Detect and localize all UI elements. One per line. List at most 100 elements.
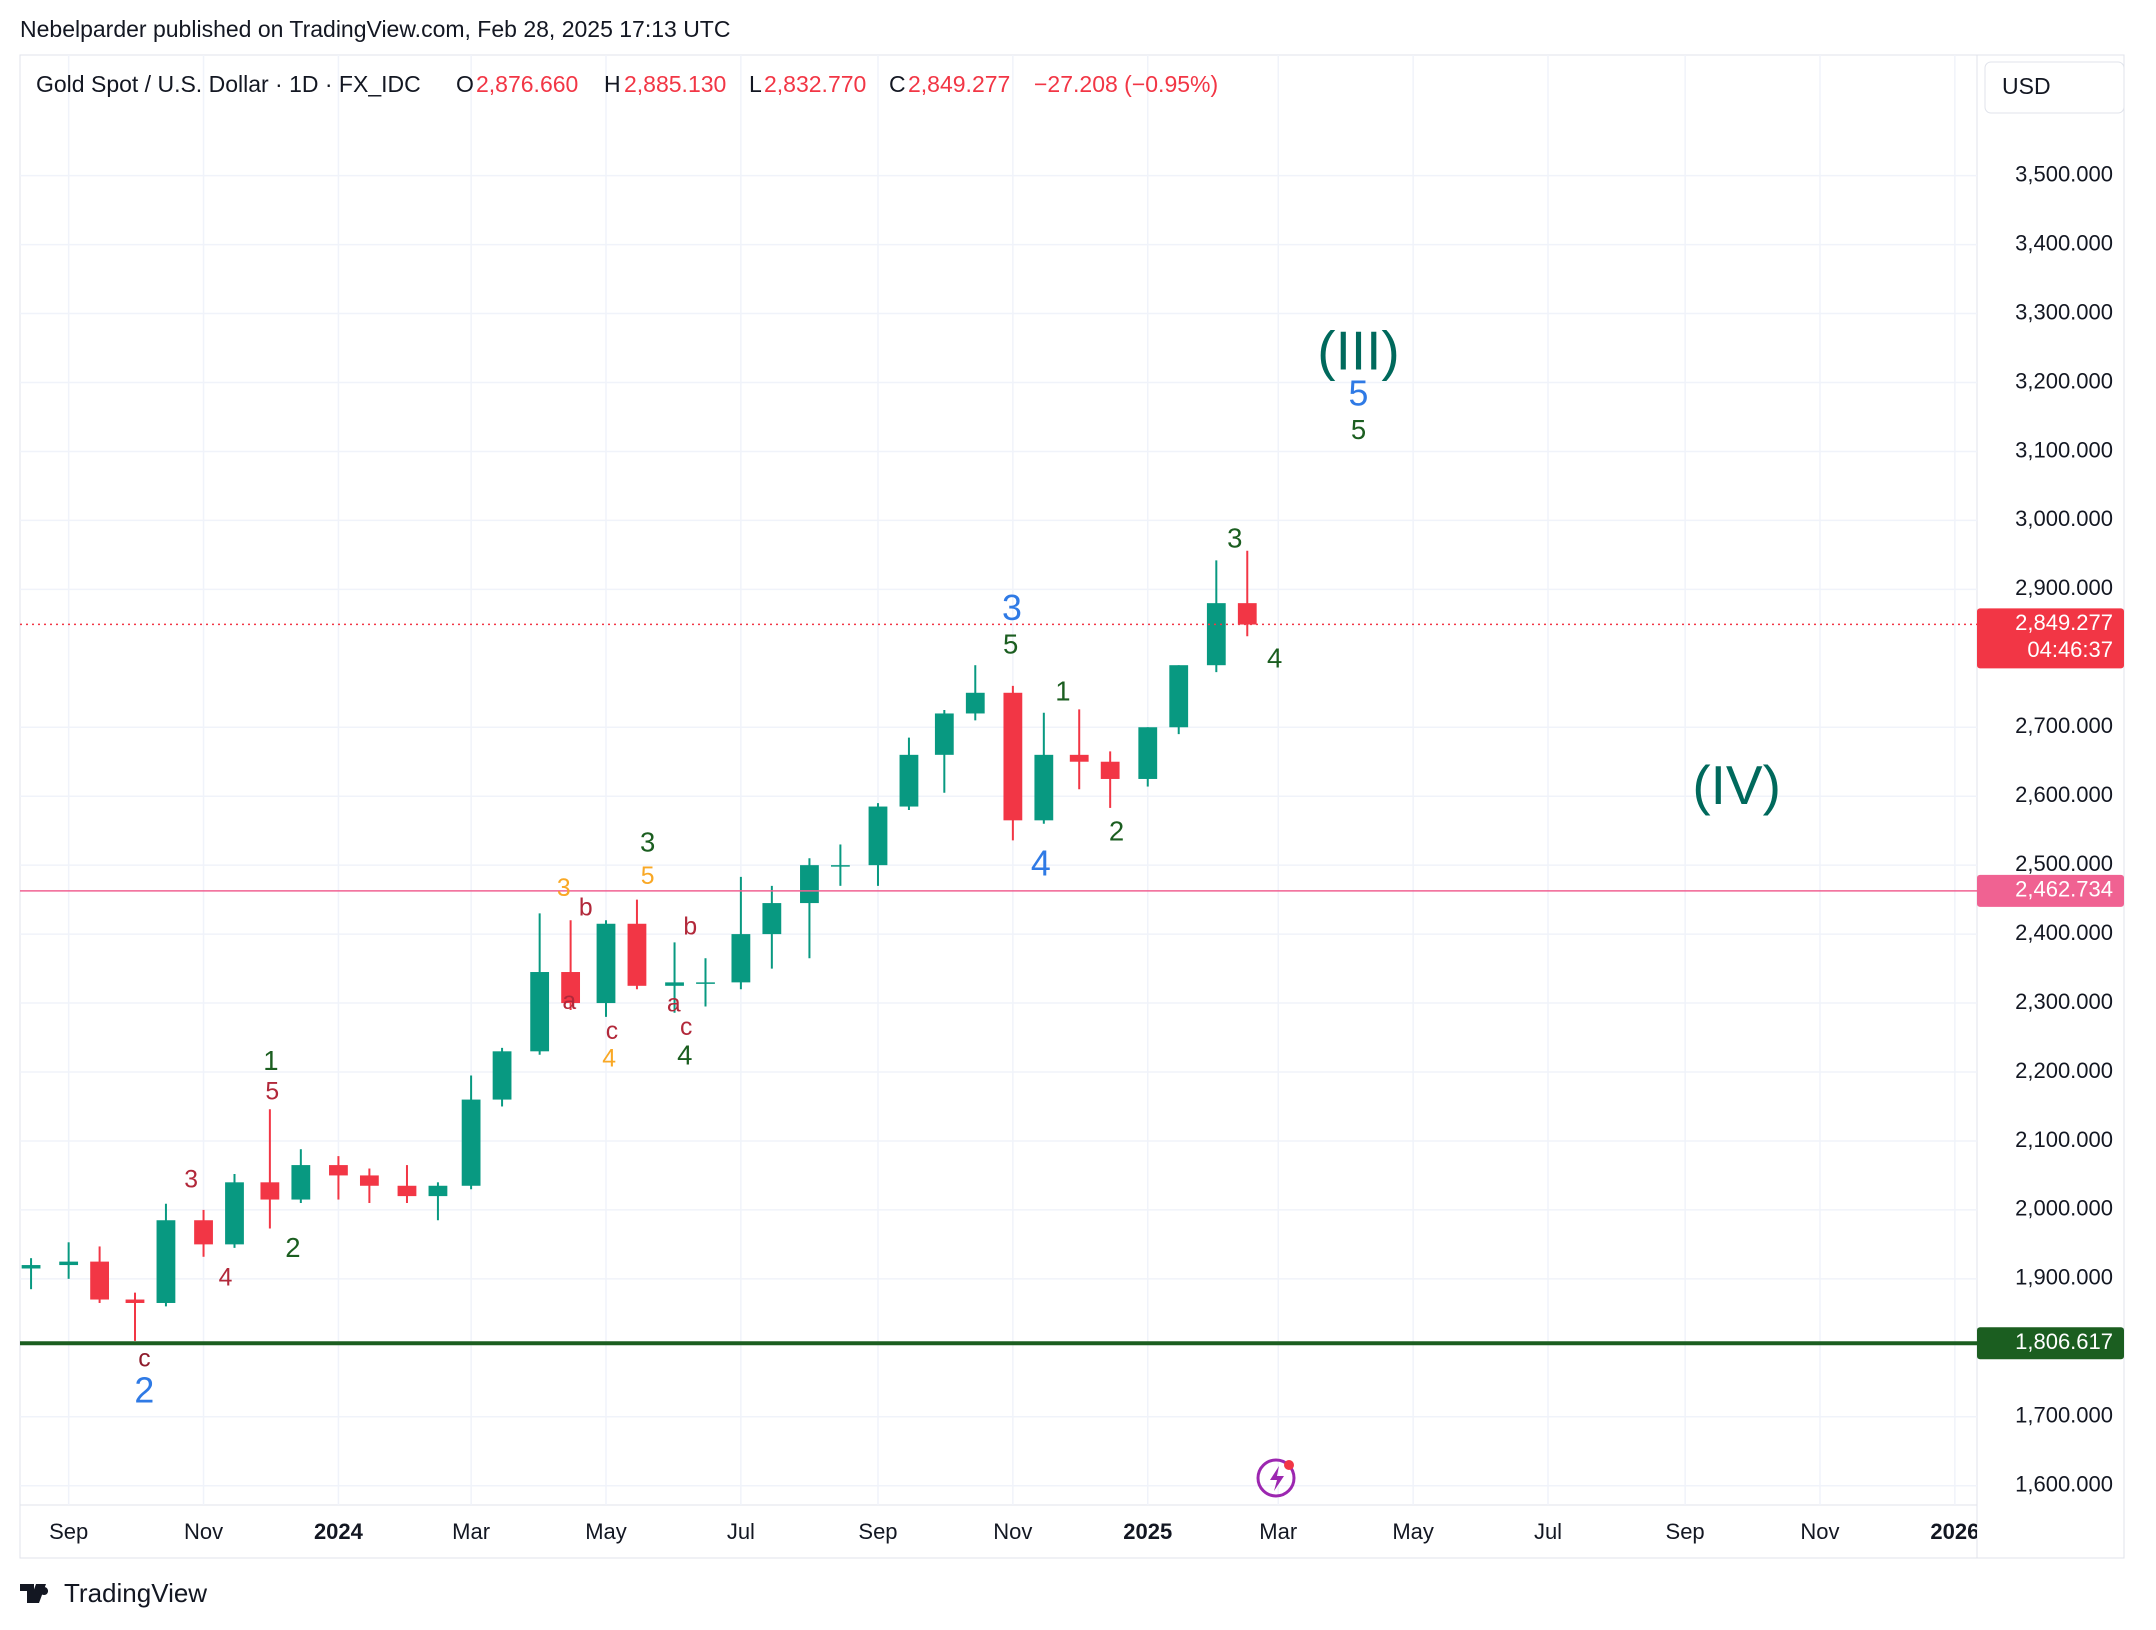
y-tick-label: 2,000.000	[2015, 1196, 2113, 1221]
price-badge-label: 2,849.277	[2015, 610, 2113, 635]
wave-label: c	[606, 1018, 618, 1045]
wave-label: b	[579, 894, 593, 921]
price-badge	[1977, 608, 2124, 669]
wave-label: 5	[1003, 629, 1018, 660]
wave-label: 4	[1031, 844, 1051, 884]
publisher: Nebelparder published on TradingView.com…	[20, 16, 730, 42]
y-tick-label: 2,700.000	[2015, 713, 2113, 738]
wave-label: 4	[677, 1040, 692, 1071]
ohlc-value: 2,832.770	[764, 71, 866, 97]
ohlc-key: O	[456, 71, 474, 97]
wave-label: 5	[641, 863, 655, 890]
y-tick-label: 3,100.000	[2015, 437, 2113, 462]
ohlc-key: H	[604, 71, 621, 97]
x-tick-label: Nov	[1800, 1519, 1839, 1544]
candle-body	[194, 1220, 213, 1245]
wave-label: (IV)	[1692, 754, 1781, 816]
y-tick-label: 2,500.000	[2015, 851, 2113, 876]
y-tick-label: 3,000.000	[2015, 506, 2113, 531]
ohlc-key: C	[889, 71, 906, 97]
x-tick-label: Mar	[1259, 1519, 1297, 1544]
candle-body	[125, 1299, 145, 1303]
x-tick-label: Sep	[858, 1519, 897, 1544]
wave-label: 3	[640, 827, 655, 858]
ohlc-value: 2,885.130	[624, 71, 726, 97]
ohlc-value: 2,876.660	[476, 71, 578, 97]
candle-body	[1034, 754, 1054, 821]
candle-body	[1069, 754, 1089, 762]
candle-body	[627, 923, 647, 986]
candle-body	[899, 754, 919, 807]
candle-body	[291, 1165, 311, 1200]
y-tick-label: 1,600.000	[2015, 1472, 2113, 1497]
wave-label: 3	[557, 875, 571, 902]
x-ticks: Sep Nov 2024 Mar May Jul Sep Nov 2025 Mar May Jul Se…	[49, 1519, 1977, 1544]
logo	[20, 1584, 49, 1603]
wave-label: (III)	[1317, 319, 1399, 381]
candle-body	[397, 1185, 417, 1197]
candle-body	[428, 1185, 448, 1197]
currency-button[interactable]	[1984, 61, 2125, 114]
candle-body	[596, 923, 616, 1004]
candle-body	[21, 1265, 41, 1269]
y-tick-label: 2,100.000	[2015, 1127, 2113, 1152]
candle-body	[830, 865, 850, 867]
wave-label: 2	[134, 1370, 154, 1410]
x-tick-label: 2025	[1123, 1519, 1172, 1544]
wave-label: a	[667, 991, 681, 1018]
candle-body	[965, 692, 985, 714]
candle-body	[530, 972, 550, 1052]
candle-body	[59, 1261, 79, 1266]
wave-label: c	[138, 1345, 150, 1372]
wave-label: 2	[1109, 816, 1124, 847]
wave-label: 5	[1349, 373, 1369, 413]
candle-body	[934, 713, 954, 755]
y-tick-label: 3,500.000	[2015, 161, 2113, 186]
marks	[20, 550, 1977, 1346]
currency: USD	[2002, 73, 2051, 99]
y-tick-label: 1,700.000	[2015, 1403, 2113, 1428]
candle-body	[329, 1165, 348, 1176]
candle-body	[156, 1220, 176, 1303]
y-tick-label: 2,400.000	[2015, 920, 2113, 945]
x-tick-label: May	[1392, 1519, 1434, 1544]
candle-body	[1206, 603, 1226, 666]
candle-body	[731, 934, 751, 983]
y-tick-label: 2,200.000	[2015, 1058, 2113, 1083]
price-badge	[1977, 874, 2124, 907]
ohlc-value: 2,849.277	[908, 71, 1010, 97]
wave-label: 3	[1002, 588, 1022, 628]
symbol: Gold Spot / U.S. Dollar · 1D · FX_IDC	[36, 71, 421, 97]
price-badge-label: 1,806.617	[2015, 1329, 2113, 1354]
brand: TradingView	[64, 1578, 207, 1608]
candle-body	[1237, 603, 1257, 625]
wave-label: b	[683, 914, 697, 941]
candle-body	[696, 982, 715, 984]
wave-label: 3	[1227, 523, 1242, 554]
y-tick-label: 3,300.000	[2015, 299, 2113, 324]
countdown: 04:46:37	[2027, 637, 2113, 662]
x-tick-label: Jul	[1534, 1519, 1562, 1544]
y-tick-label: 3,400.000	[2015, 230, 2113, 255]
wave-label: 1	[263, 1045, 278, 1076]
candle-body	[868, 806, 888, 866]
candle-body	[561, 972, 581, 1004]
x-tick-label: May	[585, 1519, 627, 1544]
candle-body	[359, 1175, 379, 1186]
x-tick-label: Sep	[1666, 1519, 1705, 1544]
x-tick-label: Jul	[727, 1519, 755, 1544]
candle-body	[800, 865, 819, 904]
candle-body	[492, 1051, 512, 1100]
candle-body	[225, 1182, 244, 1245]
wave-label: 4	[219, 1264, 233, 1291]
wave-label: 5	[1351, 414, 1366, 445]
x-tick-label: Mar	[452, 1519, 490, 1544]
wave-label: 4	[1267, 642, 1282, 673]
candle-body	[90, 1261, 110, 1300]
candle-body	[461, 1099, 481, 1186]
change: −27.208 (−0.95%)	[1034, 71, 1218, 97]
grid	[20, 55, 1977, 1505]
y-tick-label: 2,300.000	[2015, 989, 2113, 1014]
legend: Gold Spot / U.S. Dollar · 1D · FX_IDC O …	[36, 71, 1218, 97]
